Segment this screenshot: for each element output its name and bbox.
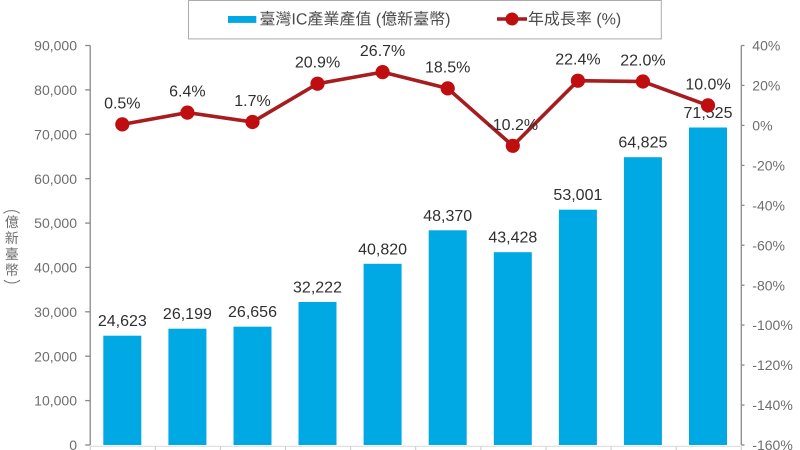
svg-text:-160%: -160%: [752, 437, 792, 450]
svg-text:0%: 0%: [752, 118, 772, 134]
svg-text:80,000: 80,000: [34, 82, 77, 98]
svg-text:-100%: -100%: [752, 317, 792, 333]
svg-text:10,000: 10,000: [34, 393, 77, 409]
svg-text:10.0%: 10.0%: [685, 76, 730, 93]
svg-text:18.5%: 18.5%: [425, 59, 470, 76]
svg-text:26,199: 26,199: [163, 306, 212, 323]
svg-text:70,000: 70,000: [34, 126, 77, 142]
svg-text:-120%: -120%: [752, 357, 792, 373]
svg-text:26.7%: 26.7%: [360, 43, 405, 60]
svg-text:-20%: -20%: [752, 158, 785, 174]
svg-text:22.0%: 22.0%: [620, 53, 665, 70]
svg-text:1.7%: 1.7%: [234, 93, 270, 110]
svg-text:20.9%: 20.9%: [295, 55, 340, 72]
svg-text:64,825: 64,825: [618, 135, 667, 152]
svg-text:71,525: 71,525: [684, 105, 733, 122]
svg-text:-10.2%: -10.2%: [487, 117, 538, 134]
svg-text:26,656: 26,656: [228, 304, 277, 321]
svg-text:22.4%: 22.4%: [555, 52, 600, 69]
svg-text:32,222: 32,222: [293, 280, 342, 297]
svg-text:30,000: 30,000: [34, 304, 77, 320]
svg-text:20,000: 20,000: [34, 348, 77, 364]
svg-text:-80%: -80%: [752, 277, 785, 293]
svg-text:24,623: 24,623: [98, 313, 147, 330]
svg-text:-40%: -40%: [752, 197, 785, 213]
svg-text:53,001: 53,001: [553, 187, 602, 204]
svg-text:43,428: 43,428: [488, 230, 537, 247]
svg-text:90,000: 90,000: [34, 38, 77, 54]
svg-text:6.4%: 6.4%: [169, 84, 205, 101]
svg-text:60,000: 60,000: [34, 171, 77, 187]
svg-text:-60%: -60%: [752, 237, 785, 253]
svg-text:40,820: 40,820: [358, 241, 407, 258]
svg-text:48,370: 48,370: [423, 208, 472, 225]
svg-text:0.5%: 0.5%: [104, 95, 140, 112]
svg-text:0: 0: [69, 437, 77, 450]
svg-text:40,000: 40,000: [34, 260, 77, 276]
svg-text:40%: 40%: [752, 38, 780, 54]
svg-text:50,000: 50,000: [34, 215, 77, 231]
svg-text:20%: 20%: [752, 78, 780, 94]
svg-text:-140%: -140%: [752, 397, 792, 413]
